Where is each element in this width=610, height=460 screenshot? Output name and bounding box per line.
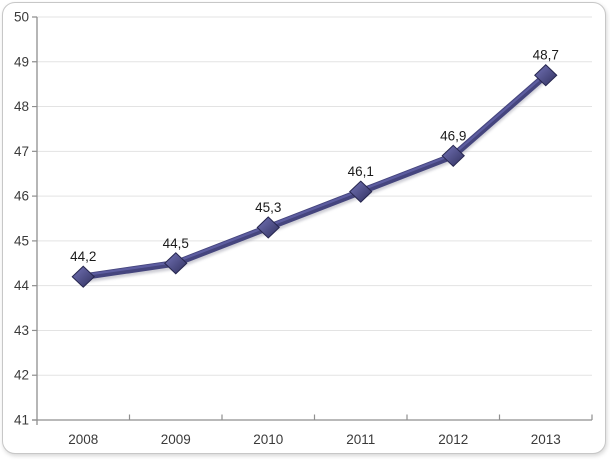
y-axis-tick-label: 42 — [14, 368, 29, 383]
data-point-marker — [349, 180, 373, 203]
x-axis-tick-label: 2013 — [531, 432, 561, 447]
line-chart: 41 42 43 44 45 46 47 48 49 50 2008 2009 2010 2011 2012… — [14, 10, 593, 447]
data-point-label: 48,7 — [533, 48, 559, 63]
data-point-label: 46,1 — [348, 164, 374, 179]
x-axis-tick-label: 2012 — [438, 432, 468, 447]
y-axis-tick-label: 48 — [14, 99, 29, 114]
y-axis-tick-label: 45 — [14, 233, 29, 248]
x-axis-tick-label: 2011 — [346, 432, 375, 447]
y-axis-tick-label: 50 — [14, 10, 29, 25]
y-axis-tick-label: 41 — [14, 413, 29, 428]
chart-frame: 41 42 43 44 45 46 47 48 49 50 2008 2009 2010 2011 2012… — [2, 2, 606, 454]
data-point-marker — [164, 252, 188, 275]
y-axis-tick-label: 44 — [14, 278, 30, 293]
data-point-marker — [256, 216, 280, 239]
series-line — [79, 71, 550, 281]
series-line-shadow — [80, 75, 549, 283]
data-point-label: 44,5 — [163, 236, 189, 251]
y-axis-tick-label: 46 — [14, 189, 29, 204]
data-point-marker — [441, 144, 465, 168]
y-axis-tick-label: 49 — [14, 54, 29, 69]
x-axis-tick-label: 2009 — [161, 432, 191, 447]
y-axis-tick-label: 47 — [14, 144, 29, 159]
data-point-marker — [71, 265, 95, 288]
series-line-highlight — [82, 72, 547, 277]
x-axis-tick-label: 2010 — [253, 432, 283, 447]
data-point-marker — [534, 64, 558, 87]
data-point-label: 45,3 — [255, 200, 281, 215]
data-point-label: 46,9 — [440, 128, 466, 143]
data-point-label: 44,2 — [70, 249, 96, 264]
x-axis-tick-label: 2008 — [68, 432, 98, 447]
y-axis-tick-label: 43 — [14, 323, 29, 338]
